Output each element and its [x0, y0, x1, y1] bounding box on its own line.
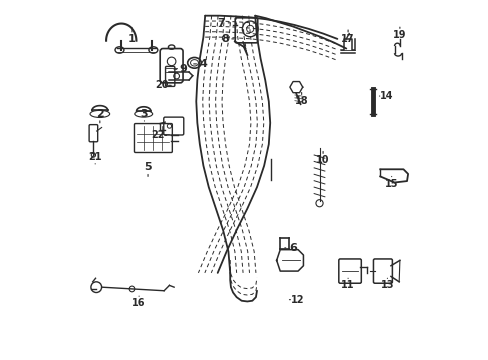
- Text: 17: 17: [341, 34, 354, 44]
- Text: 14: 14: [379, 91, 393, 101]
- Text: 1: 1: [128, 34, 136, 44]
- Text: 3: 3: [141, 109, 148, 119]
- Text: 15: 15: [384, 179, 398, 189]
- Text: 11: 11: [341, 280, 354, 291]
- Text: 9: 9: [180, 64, 187, 74]
- Text: 21: 21: [88, 152, 102, 162]
- Text: 2: 2: [96, 109, 103, 119]
- Text: 7: 7: [217, 18, 224, 28]
- Text: 10: 10: [316, 156, 329, 165]
- Text: 20: 20: [155, 80, 168, 90]
- Text: 16: 16: [132, 298, 145, 308]
- Text: 4: 4: [199, 59, 207, 69]
- Text: 6: 6: [288, 243, 296, 253]
- Text: 13: 13: [380, 280, 393, 291]
- Text: 18: 18: [294, 96, 308, 107]
- Text: 19: 19: [392, 30, 406, 40]
- Text: 5: 5: [144, 162, 152, 172]
- Text: 12: 12: [290, 295, 304, 305]
- Text: 8: 8: [221, 34, 228, 44]
- Text: 22: 22: [151, 130, 164, 140]
